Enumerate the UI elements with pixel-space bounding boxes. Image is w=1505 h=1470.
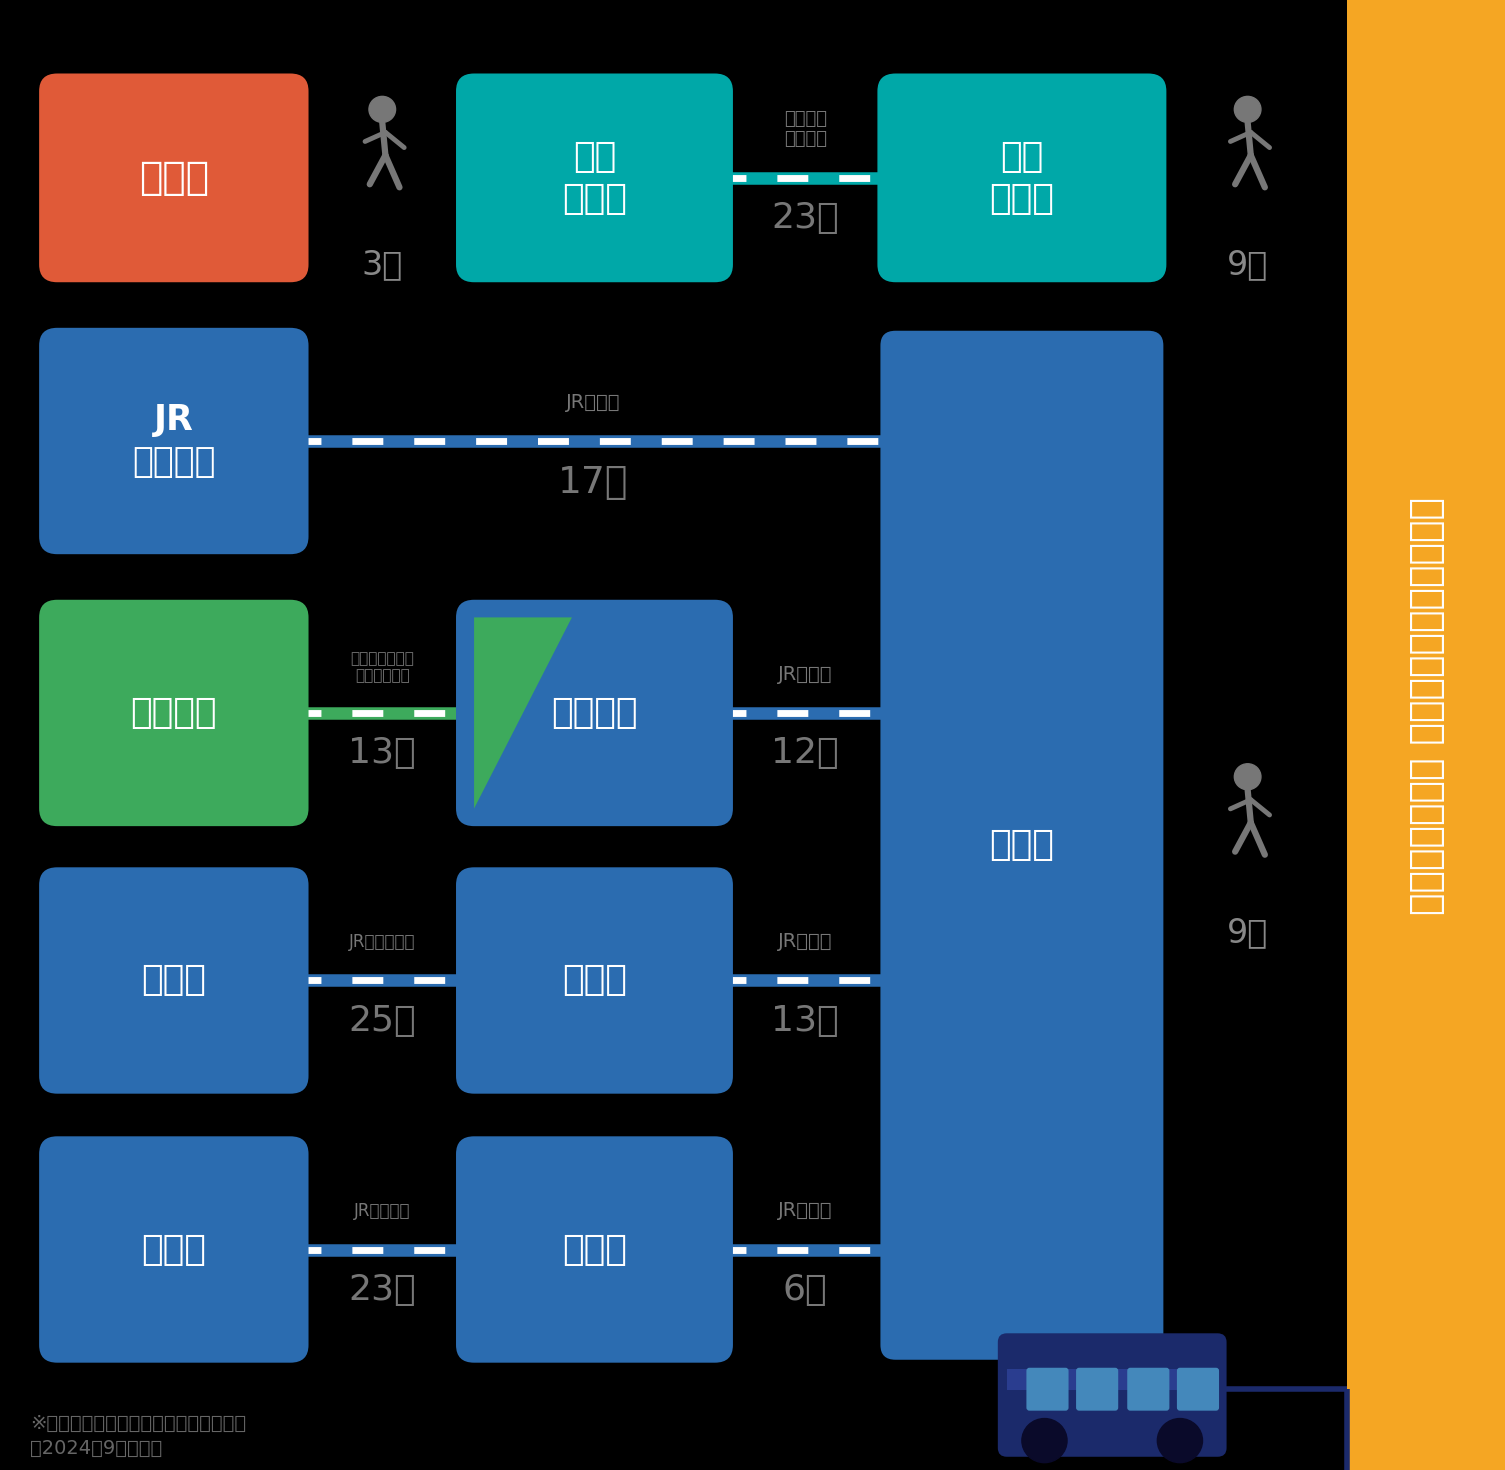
FancyBboxPatch shape: [1026, 1367, 1069, 1411]
FancyBboxPatch shape: [880, 331, 1163, 1360]
Text: 姫路駅: 姫路駅: [141, 1232, 206, 1267]
Text: 23分: 23分: [772, 201, 838, 235]
Text: 大阪駅: 大阪駅: [141, 963, 206, 998]
Text: 三宮駅: 三宮駅: [138, 159, 209, 197]
Circle shape: [1022, 1419, 1067, 1463]
FancyBboxPatch shape: [39, 867, 309, 1094]
Text: 山陽
垂水駅: 山陽 垂水駅: [989, 140, 1055, 216]
FancyBboxPatch shape: [39, 328, 309, 554]
Text: 新長田駅: 新長田駅: [551, 695, 638, 731]
Text: 阪神本線
直通特急: 阪神本線 直通特急: [784, 110, 826, 148]
Bar: [1347, 0, 1505, 1470]
Text: 9分: 9分: [1227, 248, 1269, 281]
Text: 神戸駅: 神戸駅: [561, 963, 628, 998]
Text: 新神戸駅: 新神戸駅: [131, 695, 217, 731]
Text: JR神戸線: JR神戸線: [778, 664, 832, 684]
Text: 明石駅: 明石駅: [561, 1232, 628, 1267]
Text: 3分: 3分: [361, 248, 403, 281]
FancyBboxPatch shape: [1127, 1367, 1169, 1411]
FancyBboxPatch shape: [39, 1136, 309, 1363]
Text: 13分: 13分: [772, 1004, 838, 1038]
Text: JR神戸線: JR神戸線: [778, 1201, 832, 1220]
Polygon shape: [474, 617, 572, 808]
Text: JR神戸線: JR神戸線: [778, 932, 832, 951]
FancyBboxPatch shape: [456, 1136, 733, 1363]
Text: JR東海道本線: JR東海道本線: [349, 933, 415, 951]
Text: 垂水駅: 垂水駅: [989, 828, 1055, 863]
FancyBboxPatch shape: [1177, 1367, 1219, 1411]
FancyBboxPatch shape: [998, 1333, 1227, 1457]
Text: 神戸
三宮駅: 神戸 三宮駅: [561, 140, 628, 216]
Text: 9分: 9分: [1227, 916, 1269, 948]
Circle shape: [369, 97, 396, 122]
Bar: [1007, 1369, 1218, 1389]
FancyBboxPatch shape: [456, 74, 733, 282]
Text: JR山陽本線: JR山陽本線: [354, 1202, 411, 1220]
Circle shape: [1234, 764, 1261, 789]
Text: JR
三ノ宮駅: JR 三ノ宮駅: [132, 403, 215, 479]
FancyBboxPatch shape: [39, 74, 309, 282]
FancyBboxPatch shape: [456, 600, 733, 826]
Text: 23分: 23分: [349, 1273, 415, 1307]
Text: 6分: 6分: [783, 1273, 828, 1307]
FancyBboxPatch shape: [1076, 1367, 1118, 1411]
Text: ※最速の所要時間を記載しております。
（2024年9月現在）: ※最速の所要時間を記載しております。 （2024年9月現在）: [30, 1414, 247, 1458]
Circle shape: [1234, 97, 1261, 122]
FancyBboxPatch shape: [877, 74, 1166, 282]
Text: 25分: 25分: [349, 1004, 415, 1038]
Text: 13分: 13分: [349, 736, 415, 770]
Text: 三井アウトレットパーク マリンピア神戸: 三井アウトレットパーク マリンピア神戸: [1409, 497, 1443, 914]
Text: 17分: 17分: [558, 465, 628, 500]
Circle shape: [1157, 1419, 1202, 1463]
Text: 神戸市営地下鉄
西神・山手線: 神戸市営地下鉄 西神・山手線: [351, 651, 414, 684]
Text: 12分: 12分: [772, 736, 838, 770]
FancyBboxPatch shape: [456, 867, 733, 1094]
FancyBboxPatch shape: [39, 600, 309, 826]
Text: JR神戸線: JR神戸線: [566, 392, 620, 412]
